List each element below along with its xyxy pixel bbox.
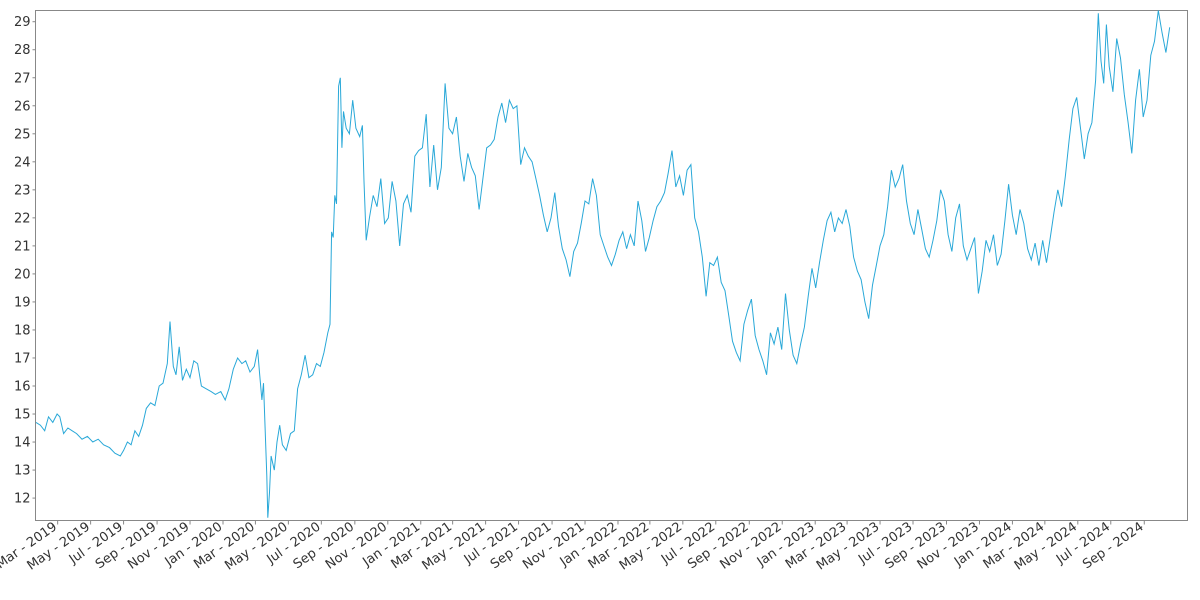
y-tick-label: 29 [14,15,31,30]
y-tick-label: 27 [14,71,31,86]
series-line [35,10,1171,518]
y-tick-label: 23 [14,183,31,198]
y-tick-label: 26 [14,99,31,114]
y-tick-label: 14 [14,436,31,451]
y-tick-label: 24 [14,155,31,170]
y-tick-label: 12 [14,492,31,507]
y-axis: 12 13 14 15 16 17 18 19 20 21 22 23 24 25 26 27 28 29 [14,15,36,507]
y-tick-label: 18 [14,323,31,338]
y-tick-label: 22 [14,211,31,226]
y-tick-label: 20 [14,267,31,282]
plot-area [35,10,1188,521]
y-tick-label: 16 [14,379,31,394]
y-tick-label: 25 [14,127,31,142]
plot-frame [35,10,1188,521]
y-tick-label: 17 [14,351,31,366]
y-tick-label: 19 [14,295,31,310]
y-tick-label: 28 [14,43,31,58]
y-tick-label: 15 [14,408,31,423]
y-tick-label: 21 [14,239,31,254]
y-tick-label: 13 [14,464,31,479]
